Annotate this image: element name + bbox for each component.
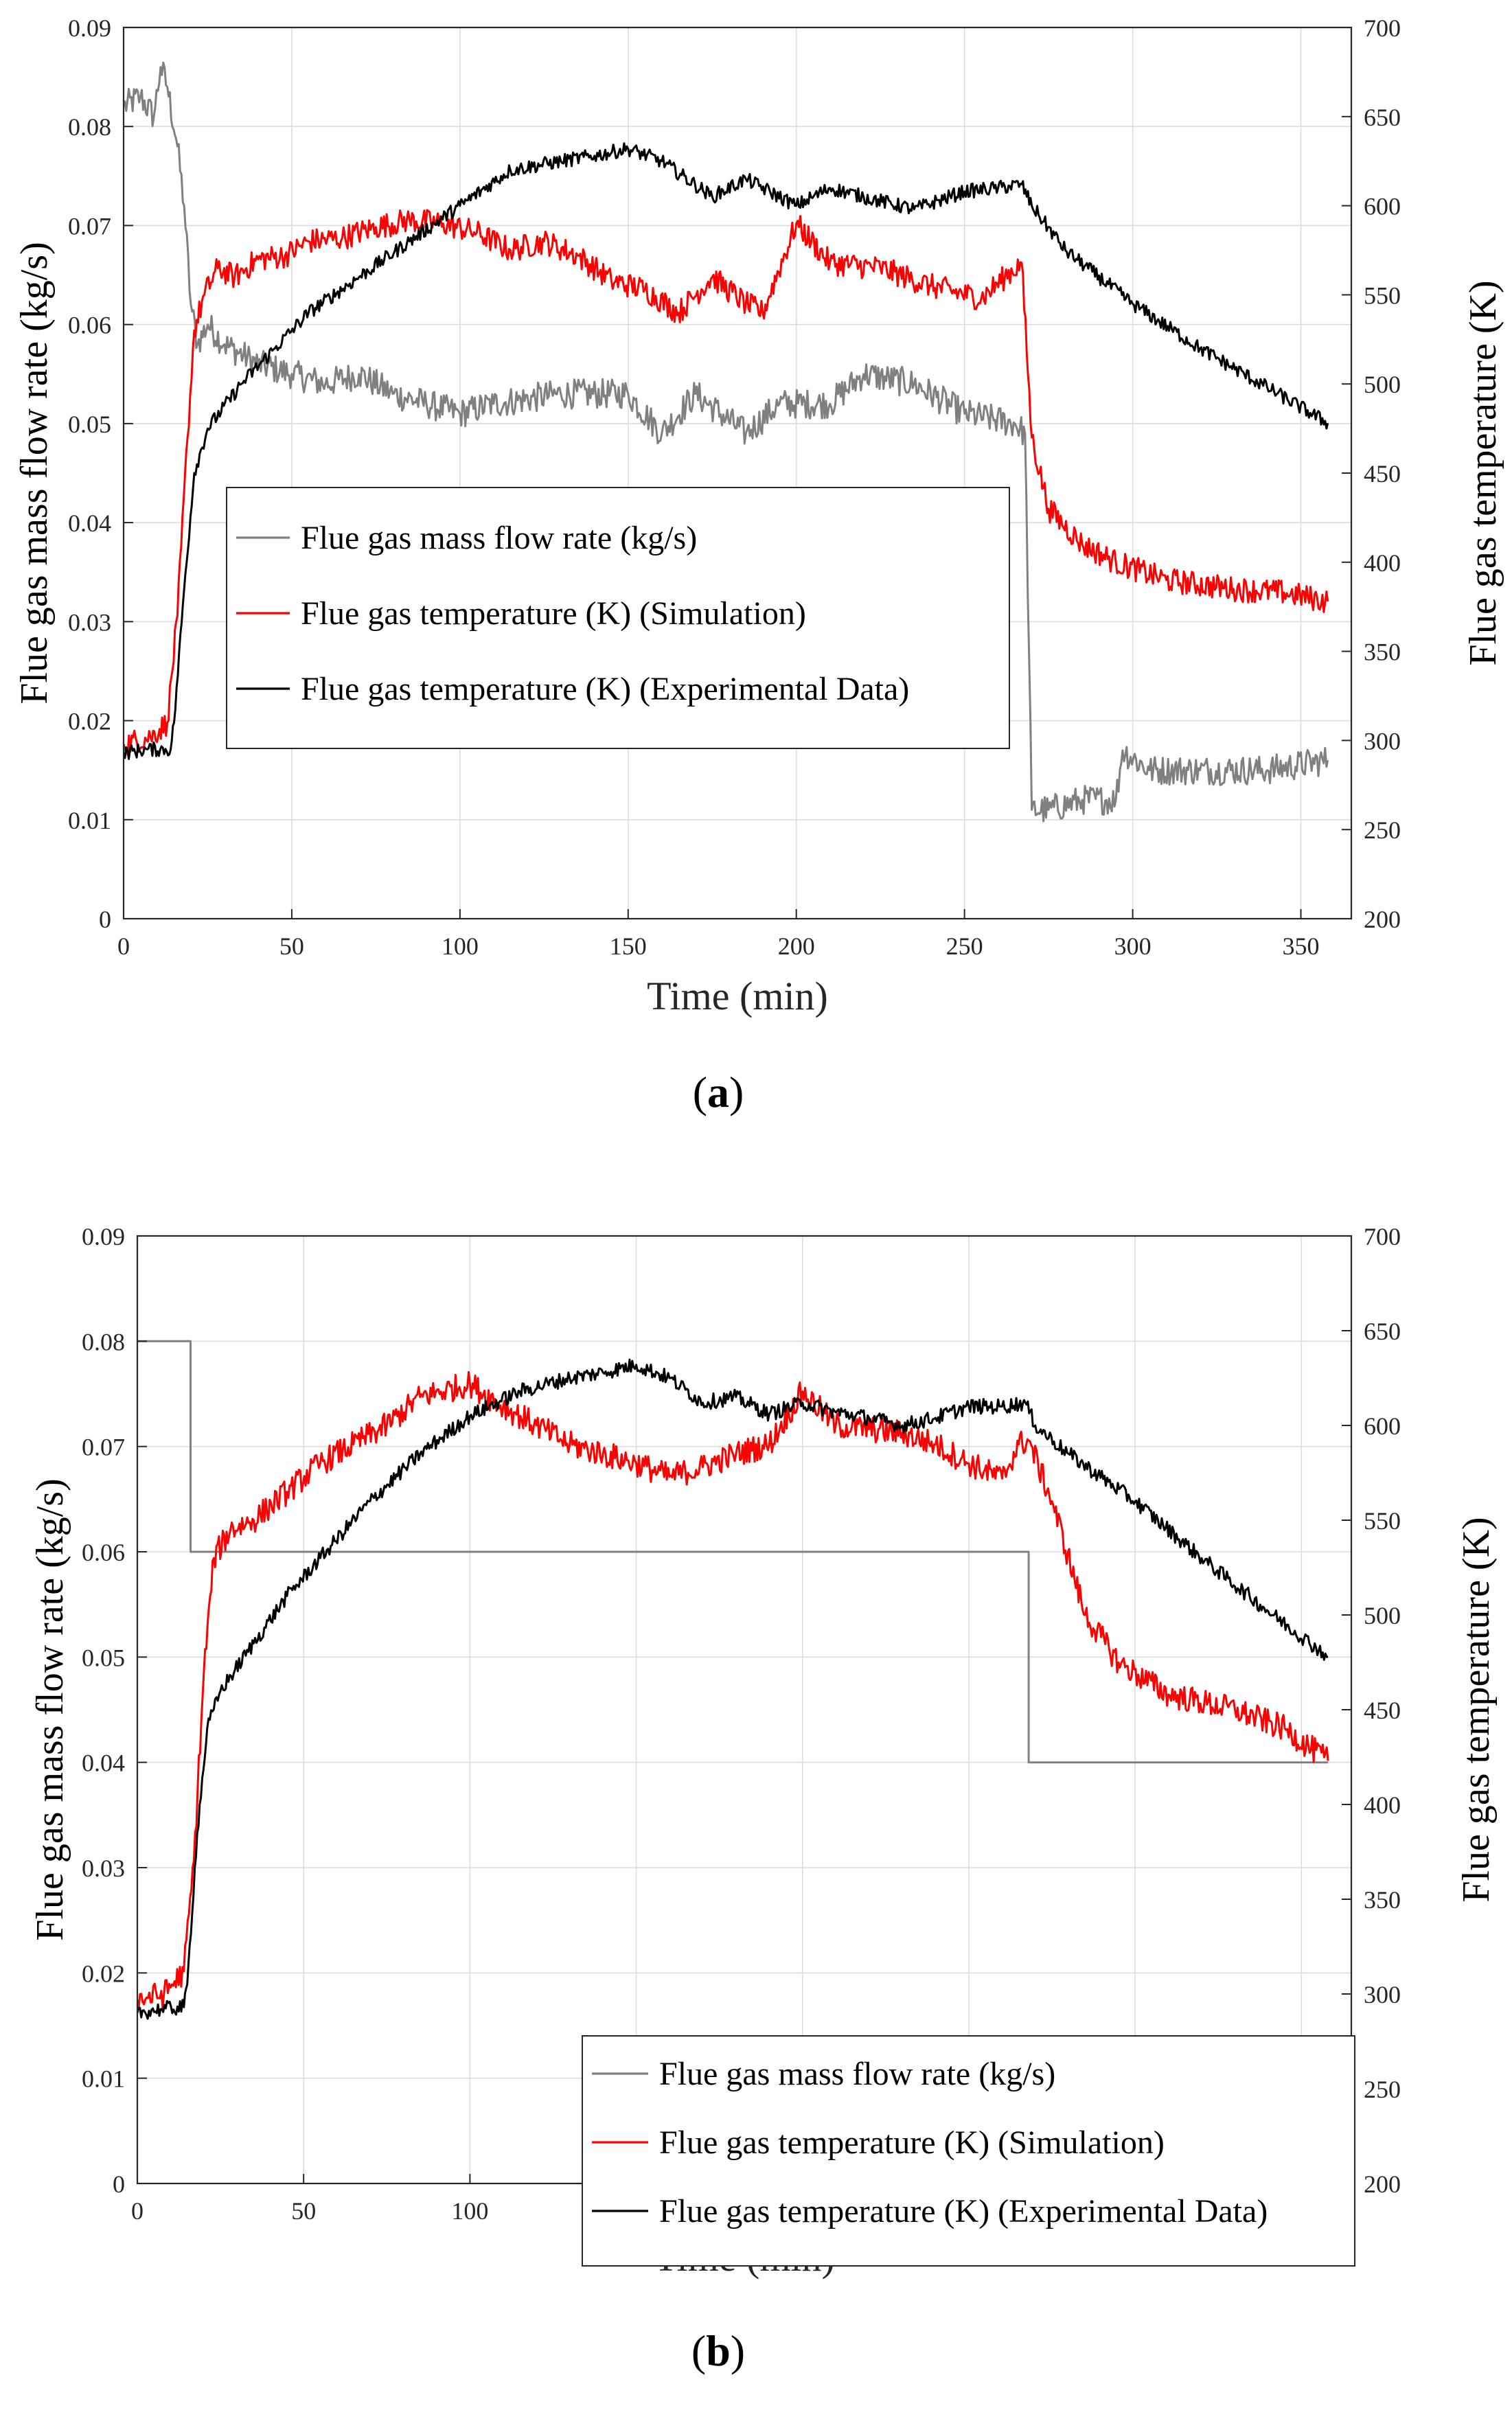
y-tick-label-right: 650 (1364, 1318, 1401, 1345)
legend-box (226, 487, 1010, 749)
panel-letter: b (706, 2326, 731, 2375)
y-tick-label-right: 500 (1364, 371, 1401, 398)
legend-box (582, 2035, 1355, 2267)
x-tick-label: 0 (131, 2197, 144, 2225)
y-tick-label-right: 550 (1364, 1507, 1401, 1535)
series-line-3 (124, 142, 1329, 760)
y-axis-right: 200 250 300 350 400 450 500 550 600 650 700 (1342, 14, 1401, 933)
y-tick-label-left: 0.06 (82, 1539, 125, 1566)
y-tick-label-right: 250 (1364, 816, 1401, 844)
y-axis-title-left: Flue gas mass flow rate (kg/s) (29, 1478, 71, 1940)
y-tick-label-left: 0.02 (68, 708, 111, 735)
y-tick-label-right: 600 (1364, 1412, 1401, 1440)
y-tick-label-right: 550 (1364, 282, 1401, 309)
series-line-1 (124, 61, 1329, 823)
x-tick-label: 250 (946, 932, 983, 960)
y-tick-label-left: 0.07 (68, 212, 111, 240)
x-tick-label: 0 (117, 932, 130, 960)
y-tick-label-left: 0.03 (82, 1855, 125, 1882)
y-tick-label-right: 400 (1364, 549, 1401, 577)
y-tick-label-left: 0.08 (82, 1328, 125, 1355)
y-tick-label-right: 500 (1364, 1602, 1401, 1629)
y-axis-title-right: Flue gas temperature (K) (1462, 280, 1504, 665)
y-tick-label-left: 0.02 (82, 1960, 125, 1987)
y-tick-label-right: 450 (1364, 1697, 1401, 1724)
y-axis-title-right: Flue gas temperature (K) (1455, 1517, 1498, 1902)
y-tick-label-right: 300 (1364, 727, 1401, 755)
y-tick-label-left: 0.03 (68, 608, 111, 636)
y-tick-label-right: 650 (1364, 104, 1401, 131)
y-tick-label-right: 700 (1364, 14, 1401, 42)
y-tick-label-right: 200 (1364, 2170, 1401, 2198)
y-tick-label-right: 700 (1364, 1223, 1401, 1250)
panel-label: (a) (693, 1068, 744, 1116)
legend-entry-3: Flue gas temperature (K) (Experimental D… (301, 671, 909, 707)
panel-label: (b) (691, 2326, 745, 2375)
series-line-2 (124, 209, 1329, 756)
x-tick-label: 100 (442, 932, 479, 960)
y-tick-label-left: 0.05 (82, 1644, 125, 1671)
y-tick-label-right: 400 (1364, 1791, 1401, 1819)
panel-letter: a (707, 1068, 729, 1116)
y-tick-label-left: 0.07 (82, 1434, 125, 1461)
y-tick-label-left: 0.08 (68, 113, 111, 141)
x-axis: 0 50 100 150 200 250 300 350 (117, 909, 1320, 960)
y-tick-label-right: 300 (1364, 1981, 1401, 2008)
legend: Flue gas mass flow rate (kg/s) Flue gas t… (582, 2035, 1355, 2267)
y-tick-label-left: 0.09 (68, 14, 111, 42)
legend-entry-2: Flue gas temperature (K) (Simulation) (301, 595, 806, 632)
y-axis-left: 0 0.01 0.02 0.03 0.04 0.05 0.06 0.07 0.08 0.09 (82, 1223, 147, 2198)
y-tick-label-right: 250 (1364, 2076, 1401, 2103)
x-tick-label: 350 (1283, 932, 1320, 960)
y-axis-title-left: Flue gas mass flow rate (kg/s) (13, 242, 56, 704)
chart-panel-a: 0 50 100 150 200 250 300 350 0 0.01 0.02 0.03 0.04 0.… (13, 14, 1504, 1116)
y-tick-label-left: 0.09 (82, 1223, 125, 1250)
y-tick-label-right: 200 (1364, 906, 1401, 933)
y-axis-left: 0 0.01 0.02 0.03 0.04 0.05 0.06 0.07 0.08 0.09 (68, 14, 133, 933)
y-tick-label-left: 0.04 (82, 1750, 125, 1777)
y-tick-label-left: 0.05 (68, 411, 111, 438)
x-tick-label: 200 (778, 932, 815, 960)
x-tick-label: 50 (279, 932, 304, 960)
series-line-3 (137, 1358, 1329, 2020)
y-tick-label-left: 0 (113, 2170, 125, 2198)
legend-entry-3: Flue gas temperature (K) (Experimental D… (659, 2193, 1268, 2229)
chart-panel-b: 05010015020025030035000.010.020.030.040.… (29, 1223, 1498, 2375)
legend-entry-2: Flue gas temperature (K) (Simulation) (659, 2124, 1165, 2161)
y-axis-right: 200 250 300 350 400 450 500 550 600 650 700 (1342, 1223, 1401, 2198)
panels: 0 50 100 150 200 250 300 350 0 0.01 0.02 0.03 0.04 0.… (13, 14, 1504, 2375)
series-group (124, 61, 1329, 823)
x-axis-title: Time (min) (647, 974, 828, 1018)
y-tick-label-left: 0.06 (68, 312, 111, 339)
x-tick-label: 300 (1114, 932, 1152, 960)
x-tick-label: 50 (291, 2197, 316, 2225)
plot-area (124, 27, 1351, 919)
y-tick-label-left: 0.01 (68, 807, 111, 834)
y-tick-label-left: 0.04 (68, 509, 111, 537)
series-line-2 (137, 1371, 1329, 2010)
legend-entry-1: Flue gas mass flow rate (kg/s) (301, 520, 697, 556)
y-tick-label-left: 0 (99, 906, 111, 933)
y-tick-label-right: 600 (1364, 193, 1401, 220)
y-tick-label-right: 350 (1364, 1886, 1401, 1914)
y-tick-label-right: 450 (1364, 460, 1401, 488)
series-line-1 (137, 1340, 1329, 1764)
x-tick-label: 150 (610, 932, 647, 960)
plot-area (137, 1236, 1351, 2183)
y-tick-label-right: 350 (1364, 639, 1401, 666)
x-tick-label: 100 (451, 2197, 488, 2225)
y-tick-label-left: 0.01 (82, 2065, 125, 2093)
legend: Flue gas mass flow rate (kg/s) Flue gas t… (226, 487, 1010, 749)
series-group (137, 1340, 1329, 2020)
legend-entry-1: Flue gas mass flow rate (kg/s) (659, 2056, 1055, 2092)
